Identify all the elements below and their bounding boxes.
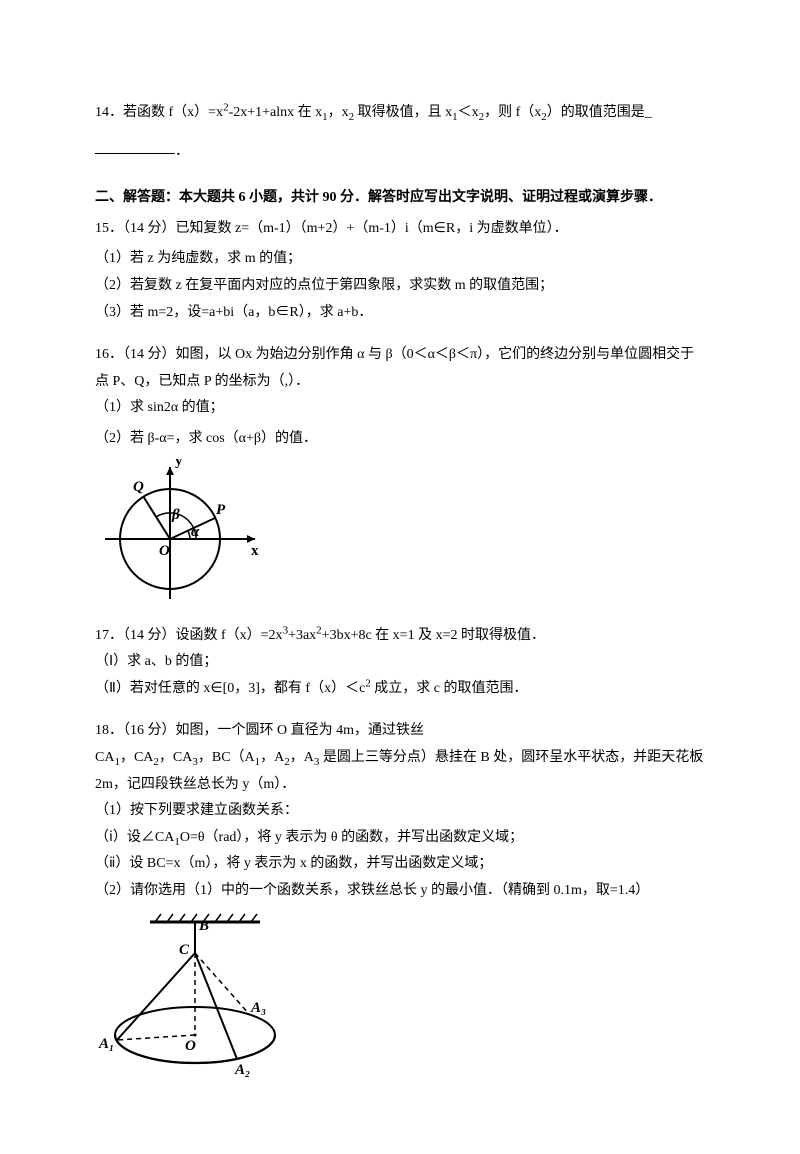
- q17-head: 17．（14 分）设函数 f（x）=2x3+3ax2+3bx+8c 在 x=1 …: [95, 623, 705, 650]
- q18-figure: B C A₁ A₂ A₃ O: [95, 910, 295, 1080]
- q16-head: 16．（14 分）如图，以 Ox 为始边分别作角 α 与 β（0＜α＜β＜π），…: [95, 342, 705, 395]
- axis-y-label: y: [175, 459, 183, 469]
- q16-p1: （1）求 sin2α 的值；: [95, 395, 705, 422]
- beta-label: β: [171, 507, 180, 523]
- q14-number: 14: [95, 105, 109, 120]
- exam-page: 14．若函数 f（x）=x2-2x+1+alnx 在 x1，x2 取得极值，且 …: [0, 0, 800, 1154]
- q17-p2-b: 成立，求 c 的取值范围．: [371, 681, 528, 696]
- C-label: C: [179, 942, 190, 958]
- q15-head: 15．（14 分）已知复数 z=（m-1）（m+2）+（m-1）i（m∈R，i …: [95, 216, 705, 243]
- problem-15: 15．（14 分）已知复数 z=（m-1）（m+2）+（m-1）i（m∈R，i …: [95, 216, 705, 326]
- q17-head-a: 17．（14 分）设函数 f（x）=2x: [95, 628, 283, 643]
- q14-text-a: ．若函数 f（x）=x: [109, 105, 223, 120]
- q17-head-b: +3ax: [288, 628, 316, 643]
- q15-p3: （3）若 m=2，设=a+bi（a，b∈R），求 a+b．: [95, 300, 705, 327]
- A2-label: A₂: [234, 1062, 250, 1078]
- q16-figure: y x Q P O α β: [95, 459, 265, 609]
- ring-hang-diagram: B C A₁ A₂ A₃ O: [95, 910, 295, 1080]
- q18-l2-f: ，A: [290, 750, 314, 765]
- q18-p1i: （ⅰ）设∠CA1O=θ（rad），将 y 表示为 θ 的函数，并写出函数定义域；: [95, 825, 705, 852]
- q15-p1: （1）若 z 为纯虚数，求 m 的值；: [95, 246, 705, 273]
- A1-label: A₁: [98, 1036, 114, 1052]
- problem-16: 16．（14 分）如图，以 Ox 为始边分别作角 α 与 β（0＜α＜β＜π），…: [95, 342, 705, 608]
- axis-x-label: x: [251, 543, 259, 559]
- q18-l2-d: ，BC（A: [198, 750, 255, 765]
- q17-head-c: +3bx+8c 在 x=1 及 x=2 时取得极值．: [322, 628, 545, 643]
- q17-p2: （Ⅱ）若对任意的 x∈[0，3]，都有 f（x）＜c2 成立，求 c 的取值范围…: [95, 676, 705, 703]
- q18-l2-c: ，CA: [159, 750, 192, 765]
- B-label: B: [198, 918, 209, 934]
- q14-blank-trail: _: [645, 105, 652, 120]
- q18-p1i-a: （ⅰ）设∠CA: [95, 830, 174, 845]
- q17-p1: （Ⅰ）求 a、b 的值；: [95, 649, 705, 676]
- point-Q-label: Q: [133, 479, 144, 495]
- q14-text-b: -2x+1+alnx 在 x: [229, 105, 323, 120]
- problem-17: 17．（14 分）设函数 f（x）=2x3+3ax2+3bx+8c 在 x=1 …: [95, 623, 705, 703]
- q14-text-g: ）的取值范围是: [547, 105, 645, 120]
- q18-p1: （1）按下列要求建立函数关系：: [95, 798, 705, 825]
- alpha-label: α: [191, 524, 200, 540]
- unit-circle-diagram: y x Q P O α β: [95, 459, 265, 609]
- q18-line2: CA1，CA2，CA3，BC（A1，A2，A3 是圆上三等分点）悬挂在 B 处，…: [95, 745, 705, 798]
- O-label: O: [185, 1038, 196, 1054]
- origin-label: O: [159, 543, 170, 559]
- q18-p1i-b: O=θ（rad），将 y 表示为 θ 的函数，并写出函数定义域；: [180, 830, 523, 845]
- point-P-label: P: [216, 502, 226, 518]
- q14-text-f: ，则 f（x: [484, 105, 541, 120]
- q14-blank-line: [95, 139, 175, 154]
- q15-p2: （2）若复数 z 在复平面内对应的点位于第四象限，求实数 m 的取值范围；: [95, 273, 705, 300]
- q14-text-d: 取得极值，且 x: [354, 105, 452, 120]
- q18-l2-e: ，A: [260, 750, 284, 765]
- q18-l2-a: CA: [95, 750, 114, 765]
- q14-text-c: ，x: [328, 105, 349, 120]
- q16-p2: （2）若 β-α=，求 cos（α+β）的值．: [95, 426, 705, 453]
- q18-p1ii: （ⅱ）设 BC=x（m），将 y 表示为 x 的函数，并写出函数定义域；: [95, 851, 705, 878]
- q17-p2-a: （Ⅱ）若对任意的 x∈[0，3]，都有 f（x）＜c: [95, 681, 365, 696]
- q18-head: 18．（16 分）如图，一个圆环 O 直径为 4m，通过铁丝: [95, 718, 705, 745]
- A3-label: A₃: [250, 1000, 266, 1016]
- problem-14: 14．若函数 f（x）=x2-2x+1+alnx 在 x1，x2 取得极值，且 …: [95, 100, 705, 165]
- q14-tail: ．: [175, 144, 189, 159]
- section-2-title: 二、解答题：本大题共 6 小题，共计 90 分．解答时应写出文字说明、证明过程或…: [95, 185, 705, 212]
- q18-l2-b: ，CA: [120, 750, 153, 765]
- q18-p2: （2）请你选用（1）中的一个函数关系，求铁丝总长 y 的最小值．（精确到 0.1…: [95, 878, 705, 905]
- problem-18: 18．（16 分）如图，一个圆环 O 直径为 4m，通过铁丝 CA1，CA2，C…: [95, 718, 705, 1080]
- q14-text-e: ＜x: [458, 105, 479, 120]
